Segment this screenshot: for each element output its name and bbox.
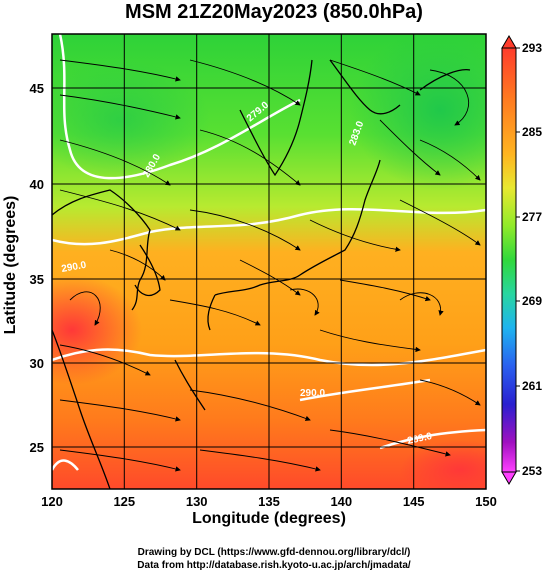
y-tick-label: 35 (30, 272, 44, 287)
contour-label: 290.0 (61, 260, 88, 275)
x-tick-label: 130 (186, 494, 208, 509)
x-tick-label: 145 (403, 494, 425, 509)
colorbar-top-arrow (501, 35, 517, 49)
y-tick-label: 45 (30, 81, 44, 96)
x-axis-ticks: 120 125 130 135 140 145 150 (41, 494, 497, 509)
credit-drawing: Drawing by DCL (https://www.gfd-dennou.o… (137, 547, 411, 558)
colorbar-tick-label: 269 (522, 294, 542, 308)
credit-data: Data from http://database.rish.kyoto-u.a… (137, 560, 411, 571)
contour-label: 290.0 (300, 388, 325, 399)
y-axis-label: Latitude (degrees) (2, 195, 19, 335)
x-tick-label: 125 (113, 494, 135, 509)
colorbar-tick-label: 261 (522, 379, 542, 393)
page-title: MSM 21Z20May2023 (850.0hPa) (125, 1, 423, 23)
x-tick-label: 140 (330, 494, 352, 509)
y-tick-label: 30 (30, 356, 44, 371)
graticule (52, 34, 486, 489)
x-axis-label: Longitude (degrees) (192, 510, 346, 527)
plot-frame (51, 33, 487, 490)
colorbar-tick-label: 253 (522, 464, 542, 478)
colorbar-tick-label: 285 (522, 125, 542, 139)
colorbar-bottom-arrow (501, 471, 517, 485)
contour-label: 289.0 (406, 431, 433, 447)
colorbar: 293 285 277 269 261 253 (501, 35, 542, 485)
colorbar-tick-label: 277 (522, 210, 542, 224)
colorbar-tick-label: 293 (522, 41, 542, 55)
y-tick-label: 25 (30, 440, 44, 455)
x-tick-label: 150 (475, 494, 497, 509)
coastlines (52, 59, 471, 489)
x-tick-label: 120 (41, 494, 63, 509)
temperature-field: 280.0 279.0 290.0 290.0 289.0 283.0 (52, 34, 486, 489)
y-axis-ticks: 25 30 35 40 45 (30, 81, 44, 455)
y-tick-label: 40 (30, 177, 44, 192)
wind-streamlines (59, 59, 481, 472)
x-tick-label: 135 (258, 494, 280, 509)
